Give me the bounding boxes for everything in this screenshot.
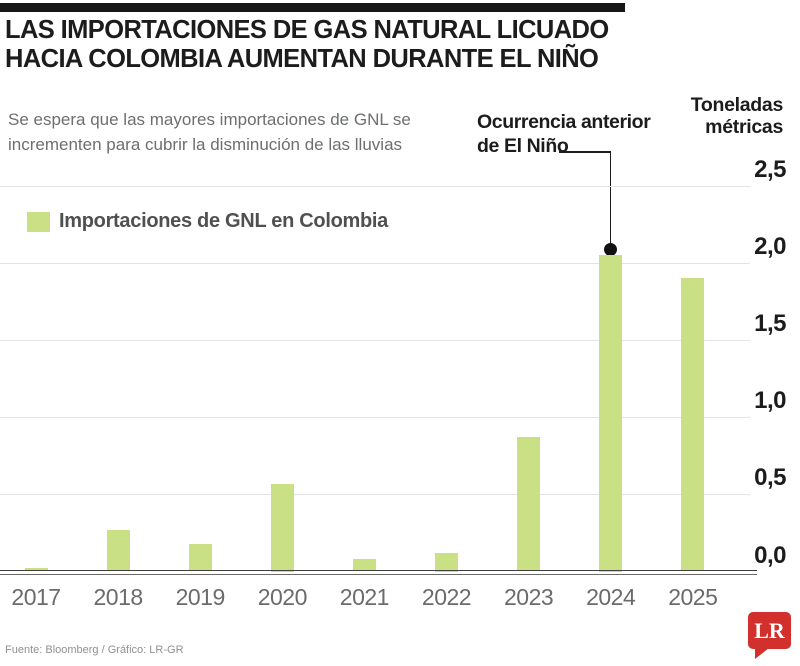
title-line-1: LAS IMPORTACIONES DE GAS NATURAL LICUADO: [5, 16, 609, 44]
annotation-label: Ocurrencia anterior de El Niño: [477, 110, 651, 158]
subtitle-line-2: incrementen para cubrir la disminución d…: [8, 135, 403, 154]
y-axis-title-line-1: Toneladas: [690, 94, 784, 116]
x-tick-label-2022: 2022: [421, 584, 472, 610]
gridline-0,5: [0, 494, 750, 496]
y-tick-label: 2,5: [754, 155, 786, 183]
bar-2021: [352, 559, 376, 572]
y-axis-title-line-2: métricas: [705, 116, 783, 138]
x-tick-label-2024: 2024: [586, 584, 636, 610]
bar-2018: [106, 529, 130, 572]
subtitle-line-1: Se espera que las mayores importaciones …: [8, 110, 411, 129]
x-tick-label-2021: 2021: [339, 584, 390, 610]
y-tick-label: 0,5: [754, 464, 786, 492]
x-axis-line: [0, 570, 757, 575]
bar-2024: [599, 255, 623, 572]
lr-logo-text: LR: [754, 617, 785, 643]
x-tick-label-2019: 2019: [175, 584, 226, 610]
gridline-1,0: [0, 417, 750, 419]
legend-swatch-icon: [27, 211, 50, 232]
legend-label: Importaciones de GNL en Colombia: [59, 210, 388, 232]
x-tick-label-2023: 2023: [504, 584, 554, 610]
y-tick-label: 0,0: [754, 541, 786, 569]
x-tick-label-2017: 2017: [11, 584, 61, 610]
annotation-line-2: de El Niño: [477, 135, 569, 157]
bar-2019: [188, 543, 212, 572]
lr-logo-tail-icon: [755, 648, 769, 659]
title-line-2: HACIA COLOMBIA AUMENTAN DURANTE EL NIÑO: [5, 45, 599, 73]
annotation-line-1: Ocurrencia anterior: [477, 111, 651, 133]
page-title: LAS IMPORTACIONES DE GAS NATURAL LICUADO…: [5, 16, 609, 74]
y-tick-label: 2,0: [754, 232, 786, 260]
top-black-rule: [0, 3, 625, 12]
bar-2023: [517, 437, 541, 572]
bar-2022: [435, 553, 458, 572]
x-tick-label-2025: 2025: [668, 584, 718, 610]
annotation-dot: [604, 243, 617, 256]
x-tick-label-2018: 2018: [93, 584, 144, 610]
y-axis-title: Toneladas métricas: [690, 94, 784, 138]
bar-2025: [681, 278, 705, 572]
x-tick-label-2020: 2020: [257, 584, 308, 610]
bar-2017: [24, 568, 48, 572]
annotation-connector-vertical: [609, 151, 612, 244]
legend: Importaciones de GNL en Colombia: [27, 210, 388, 233]
y-tick-label: 1,5: [754, 309, 786, 337]
gridline-2,5: [0, 185, 750, 187]
gridline-1,5: [0, 339, 750, 341]
bar-2020: [270, 483, 294, 572]
annotation-connector-horizontal: [559, 151, 611, 153]
gridline-2,0: [0, 262, 750, 264]
y-tick-label: 1,0: [754, 387, 786, 415]
source-credit: Fuente: Bloomberg / Gráfico: LR-GR: [5, 644, 184, 656]
lr-logo: LR: [748, 612, 791, 649]
chart-subtitle: Se espera que las mayores importaciones …: [8, 107, 411, 157]
